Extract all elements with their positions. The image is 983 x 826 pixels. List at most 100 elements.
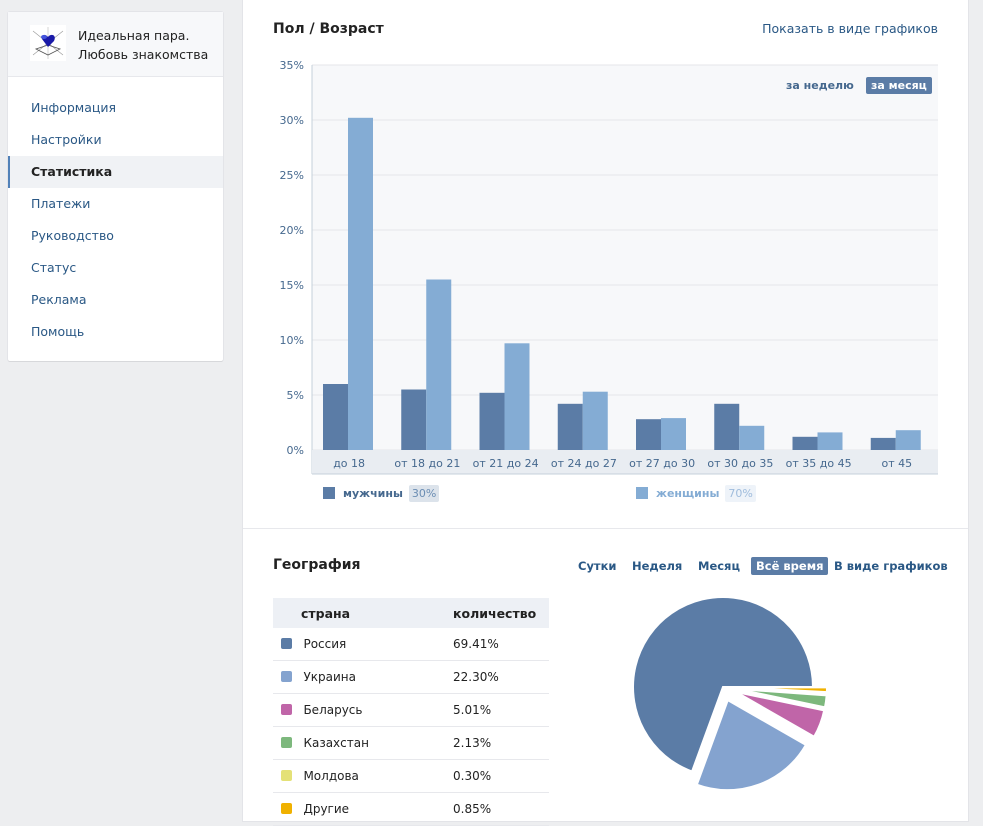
sidebar-item-info[interactable]: Информация xyxy=(31,100,117,115)
tab-as-graphs[interactable]: В виде графиков xyxy=(834,559,948,573)
bar-men[interactable] xyxy=(636,419,661,450)
pie-slice-3[interactable] xyxy=(736,687,828,709)
app-title-line2: Любовь знакомства xyxy=(78,47,209,62)
color-swatch xyxy=(281,638,292,649)
count-cell: 5.01% xyxy=(452,693,549,727)
count-cell: 0.85% xyxy=(452,792,549,826)
bar-men[interactable] xyxy=(479,392,505,450)
table-row: Молдова 0.30% xyxy=(273,759,549,793)
table-row: Казахстан 2.13% xyxy=(273,726,549,760)
app-title-line1: Идеальная пара. xyxy=(78,28,190,43)
country-cell: Украина xyxy=(273,660,452,694)
table-row: Россия 69.41% xyxy=(273,628,549,661)
legend-women-percent: 70% xyxy=(725,485,756,502)
col-count: количество xyxy=(452,598,549,628)
y-tick-label: 35% xyxy=(280,59,304,72)
country-cell: Беларусь xyxy=(273,693,452,727)
period-month-button[interactable]: за месяц xyxy=(866,77,932,94)
color-swatch xyxy=(281,770,292,781)
main-panel: Пол / Возраст Показать в виде графиков 0… xyxy=(243,0,968,826)
legend-men-label: мужчины xyxy=(343,487,403,500)
country-name: Россия xyxy=(303,637,347,651)
color-swatch xyxy=(281,737,292,748)
country-name: Другие xyxy=(303,802,350,816)
country-cell: Молдова xyxy=(273,759,452,793)
x-tick-label: от 30 до 35 xyxy=(707,457,773,470)
sidebar: Идеальная пара. Любовь знакомства Информ… xyxy=(8,12,223,361)
country-cell: Казахстан xyxy=(273,726,452,760)
y-tick-label: 10% xyxy=(280,334,304,347)
bar-women[interactable] xyxy=(739,425,765,450)
bar-men[interactable] xyxy=(714,403,740,450)
tab-week[interactable]: Неделя xyxy=(632,559,683,573)
table-row: Беларусь 5.01% xyxy=(273,693,549,727)
x-tick-label: от 27 до 30 xyxy=(629,457,695,470)
bar-women[interactable] xyxy=(426,279,452,451)
count-cell: 2.13% xyxy=(452,726,549,760)
bar-chart: 0% 5% 10% 15% 20% 25% 30% 35% до 18 от 18 до 21 от… xyxy=(280,59,938,475)
color-swatch xyxy=(281,704,292,715)
sidebar-item-statistics[interactable]: Статистика xyxy=(8,156,223,188)
bar-men[interactable] xyxy=(401,389,427,451)
geography-title: География xyxy=(273,557,361,573)
bar-women[interactable] xyxy=(895,430,921,450)
bar-women[interactable] xyxy=(582,391,608,450)
count-cell: 22.30% xyxy=(452,660,549,694)
period-week-button[interactable]: за неделю xyxy=(786,79,854,92)
show-as-graphs-link[interactable]: Показать в виде графиков xyxy=(762,21,938,36)
x-tick-label: от 18 до 21 xyxy=(394,457,460,470)
bar-women[interactable] xyxy=(348,117,373,451)
sidebar-item-payments[interactable]: Платежи xyxy=(31,196,91,211)
y-tick-label: 5% xyxy=(287,389,304,402)
bar-women[interactable] xyxy=(661,418,686,450)
app-logo-icon xyxy=(30,25,66,61)
y-tick-label: 0% xyxy=(287,444,304,457)
country-name: Молдова xyxy=(303,769,359,783)
pie-slice-0[interactable] xyxy=(632,596,815,773)
bar-men[interactable] xyxy=(870,437,896,450)
bar-men[interactable] xyxy=(323,384,348,450)
y-tick-label: 15% xyxy=(280,279,304,292)
table-row: Украина 22.30% xyxy=(273,660,549,694)
bar-chart-area xyxy=(312,65,938,451)
legend-men-swatch xyxy=(323,487,335,499)
legend-women-swatch xyxy=(636,487,648,499)
y-tick-label: 25% xyxy=(280,169,304,182)
table-header-row: страна количество xyxy=(273,598,549,628)
y-tick-label: 30% xyxy=(280,114,304,127)
country-cell: Россия xyxy=(273,628,452,661)
section-divider xyxy=(243,528,968,529)
table-row: Другие 0.85% xyxy=(273,792,549,826)
pie-chart xyxy=(632,596,828,792)
sidebar-menu: Информация Настройки Статистика Платежи … xyxy=(8,92,223,348)
color-swatch xyxy=(281,671,292,682)
sidebar-item-status[interactable]: Статус xyxy=(31,260,77,275)
gender-age-title: Пол / Возраст xyxy=(273,21,384,37)
sidebar-item-help[interactable]: Помощь xyxy=(31,324,85,339)
legend-women[interactable]: женщины 70% xyxy=(636,485,756,502)
sidebar-item-settings[interactable]: Настройки xyxy=(31,132,102,147)
tab-all-time[interactable]: Всё время xyxy=(751,557,829,575)
country-name: Беларусь xyxy=(303,703,363,717)
tab-day[interactable]: Сутки xyxy=(578,559,617,573)
x-tick-label: от 35 до 45 xyxy=(786,457,852,470)
x-tick-label: от 45 xyxy=(882,457,913,470)
country-cell: Другие xyxy=(273,792,452,826)
pie-slice-5[interactable] xyxy=(736,686,828,694)
pie-slice-1[interactable] xyxy=(695,698,808,792)
tab-month[interactable]: Месяц xyxy=(698,559,740,573)
bar-women[interactable] xyxy=(817,432,843,450)
bar-women[interactable] xyxy=(504,343,530,450)
sidebar-item-guide[interactable]: Руководство xyxy=(31,228,114,243)
legend-men[interactable]: мужчины 30% xyxy=(323,485,440,502)
x-tick-label: до 18 xyxy=(333,457,365,470)
sidebar-item-ads[interactable]: Реклама xyxy=(31,292,87,307)
pie-slice-2[interactable] xyxy=(735,690,826,739)
x-tick-label: от 21 до 24 xyxy=(473,457,539,470)
color-swatch xyxy=(281,803,292,814)
x-tick-label: от 24 до 27 xyxy=(551,457,617,470)
country-name: Казахстан xyxy=(303,736,369,750)
country-name: Украина xyxy=(303,670,356,684)
bar-men[interactable] xyxy=(557,403,583,450)
bar-men[interactable] xyxy=(792,436,818,450)
